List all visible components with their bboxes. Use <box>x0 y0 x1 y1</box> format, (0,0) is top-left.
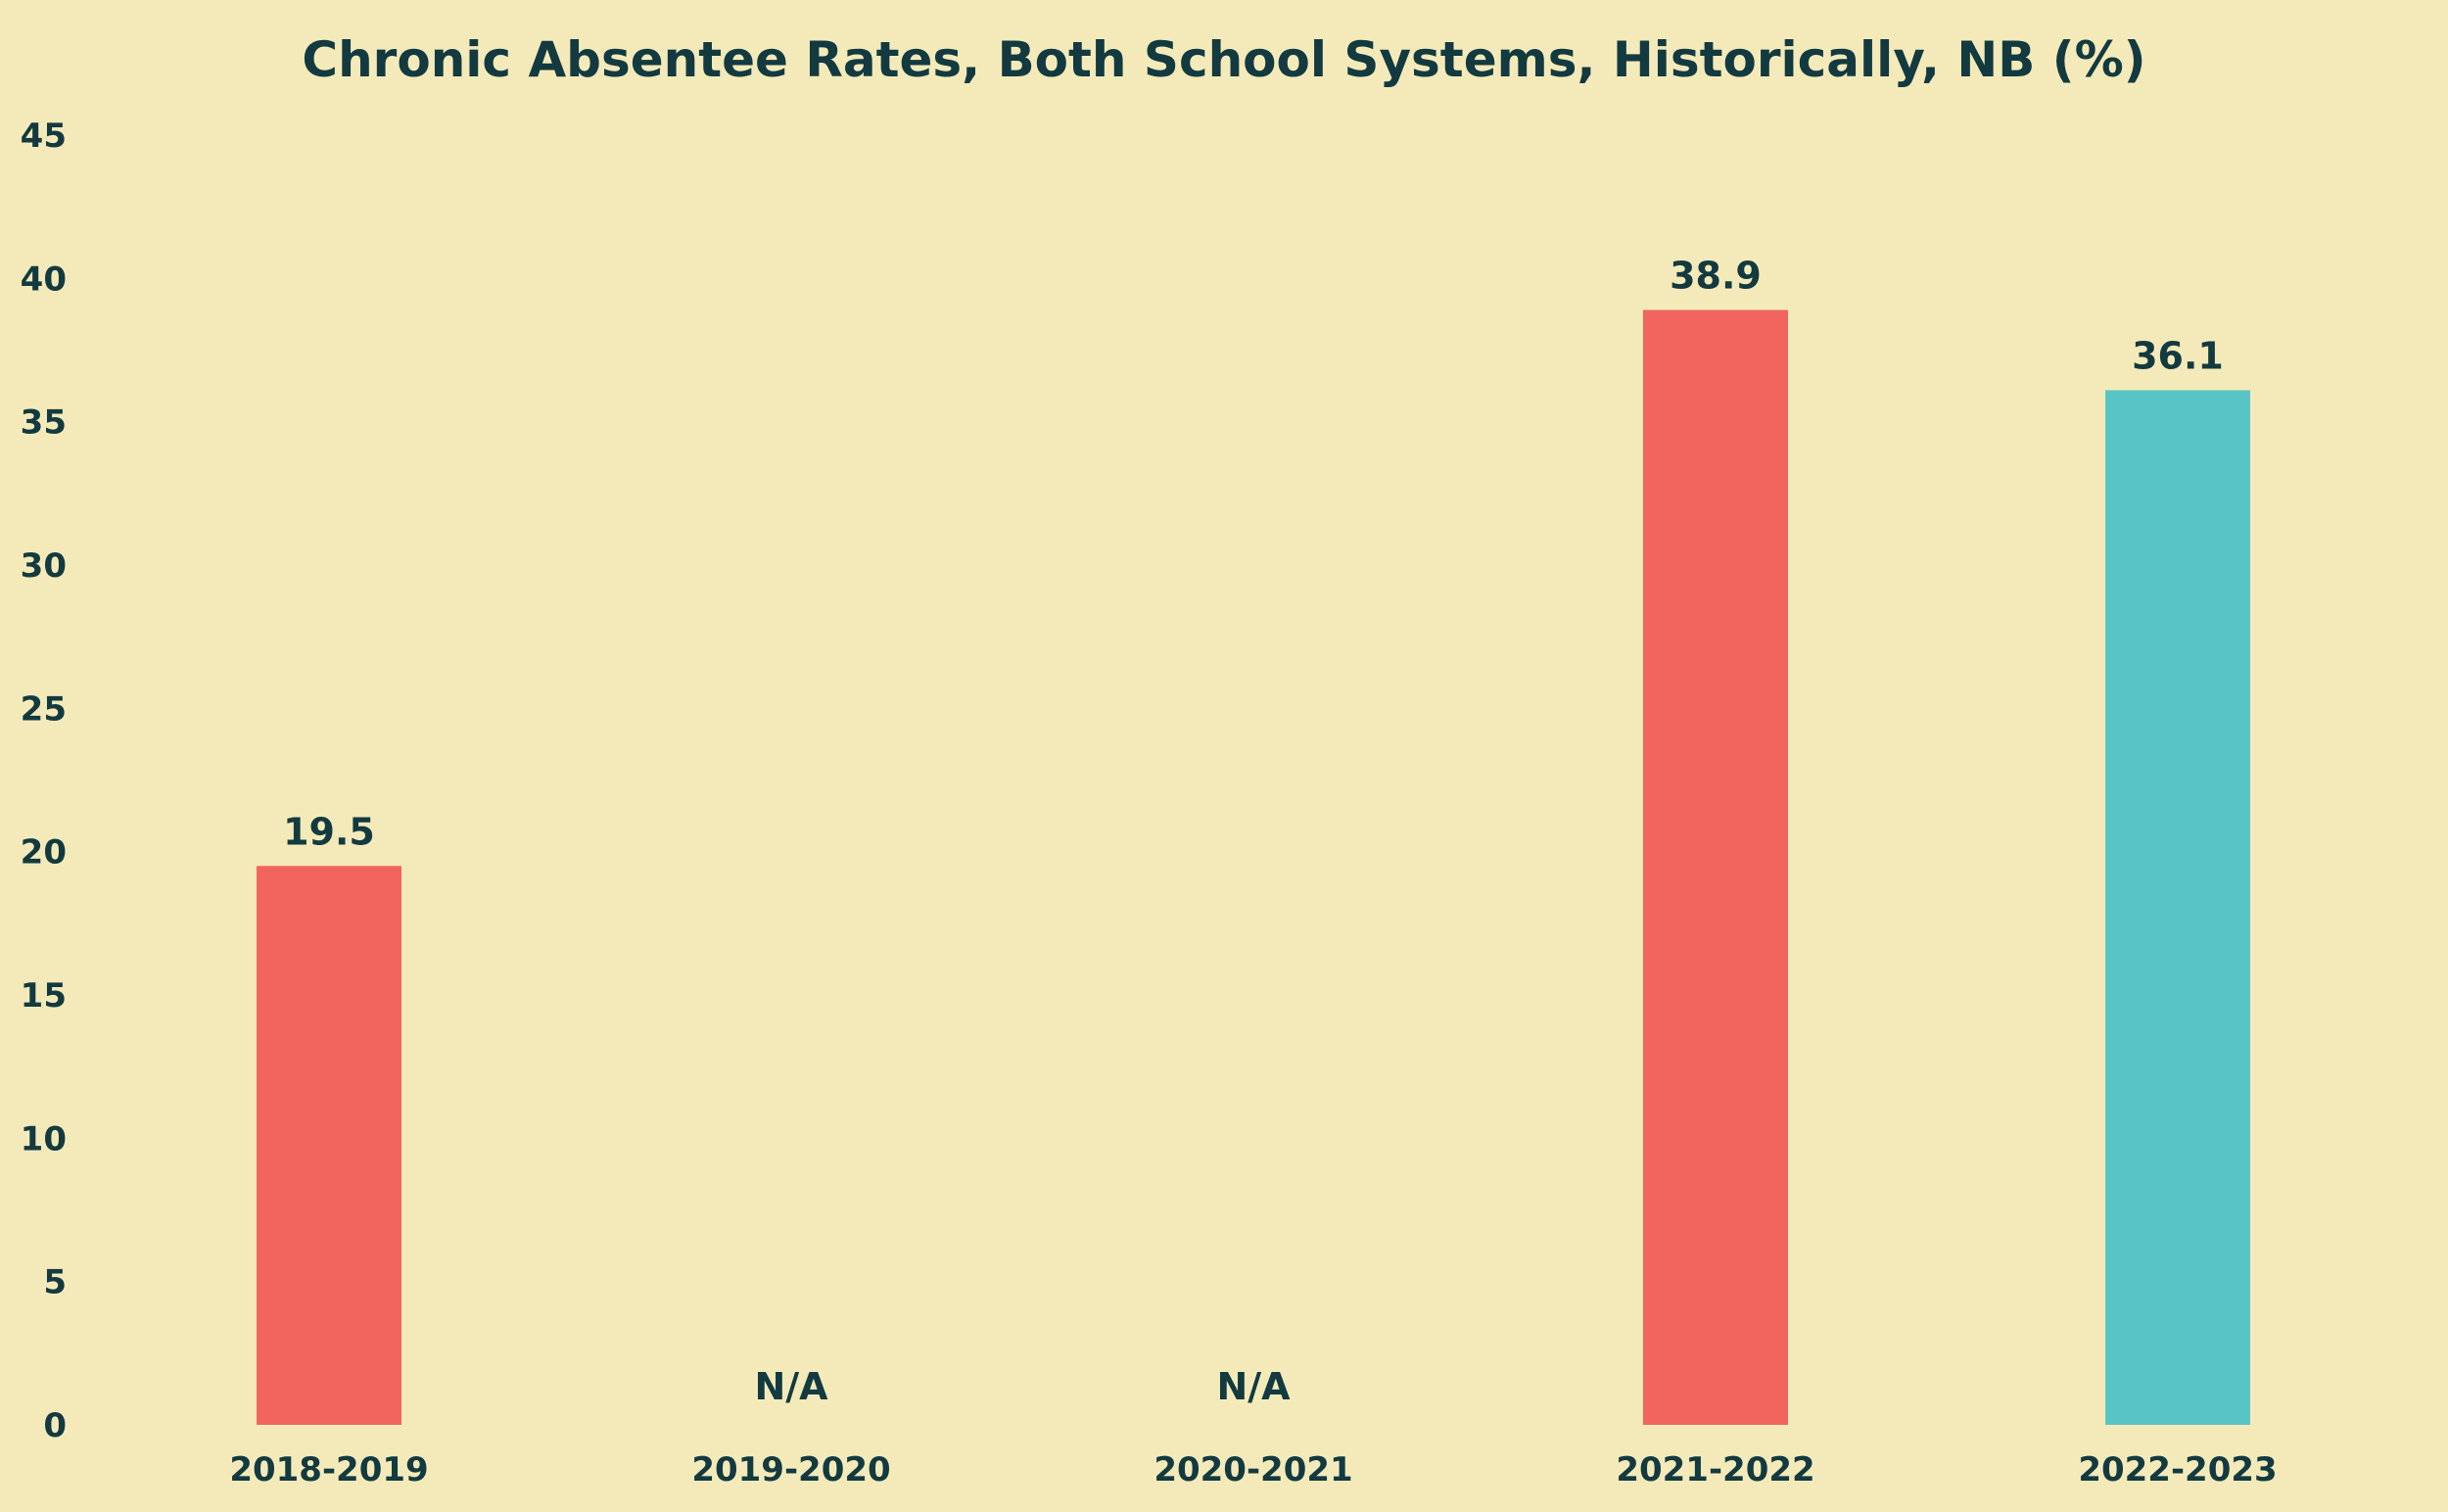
y-axis: 0 5 10 15 20 25 30 35 40 45 <box>21 117 67 1445</box>
y-tick-label: 25 <box>21 689 67 729</box>
data-label: 19.5 <box>283 810 375 853</box>
data-label: N/A <box>754 1365 828 1408</box>
y-tick-label: 40 <box>21 260 67 299</box>
x-axis: 2018-2019 2019-2020 2020-2021 2021-2022 2022… <box>229 1450 2277 1489</box>
bar-2022-2023 <box>2105 390 2250 1425</box>
y-tick-label: 5 <box>43 1263 67 1302</box>
chart-title: Chronic Absentee Rates, Both School Syst… <box>302 31 2145 88</box>
y-tick-label: 30 <box>21 546 67 586</box>
y-tick-label: 35 <box>21 403 67 443</box>
y-tick-label: 10 <box>21 1119 67 1158</box>
y-tick-label: 15 <box>21 976 67 1016</box>
x-tick-label: 2020-2021 <box>1153 1450 1352 1489</box>
y-tick-label: 20 <box>21 833 67 873</box>
y-tick-label: 0 <box>43 1406 67 1445</box>
data-label: 36.1 <box>2132 334 2224 377</box>
bar-2018-2019 <box>257 866 401 1425</box>
data-labels: 19.5 N/A N/A 38.9 36.1 <box>283 255 2224 1408</box>
x-tick-label: 2022-2023 <box>2078 1450 2277 1489</box>
bar-series <box>257 309 2250 1426</box>
y-tick-label: 45 <box>21 117 67 156</box>
x-tick-label: 2019-2020 <box>691 1450 890 1489</box>
x-tick-label: 2021-2022 <box>1616 1450 1814 1489</box>
data-label: N/A <box>1216 1365 1291 1408</box>
x-tick-label: 2018-2019 <box>229 1450 428 1489</box>
data-label: 38.9 <box>1670 255 1762 298</box>
bar-2021-2022 <box>1643 309 1788 1426</box>
